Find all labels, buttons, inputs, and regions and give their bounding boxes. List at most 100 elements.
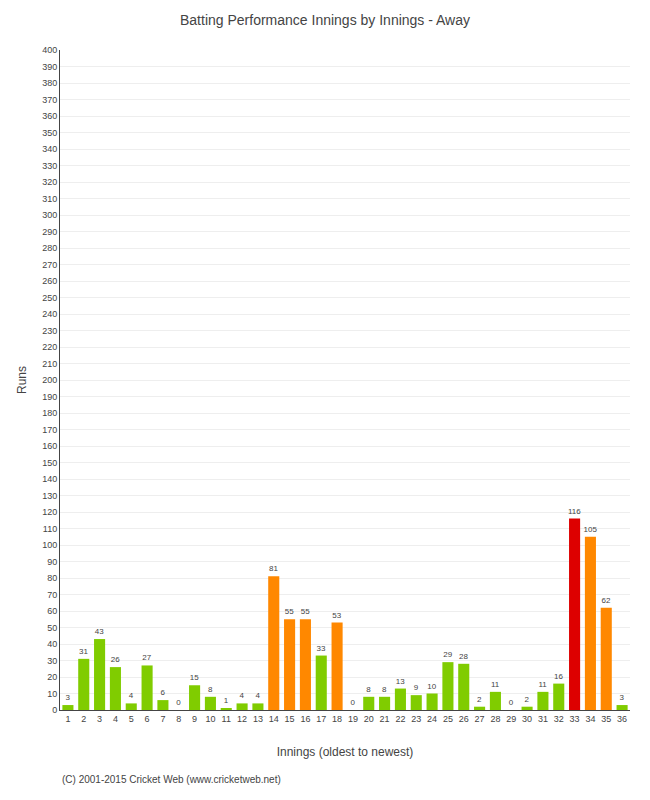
svg-text:31: 31 — [79, 647, 88, 656]
svg-text:6: 6 — [160, 688, 165, 697]
svg-text:22: 22 — [395, 714, 405, 724]
svg-text:2: 2 — [81, 714, 86, 724]
svg-text:390: 390 — [42, 62, 57, 72]
svg-text:130: 130 — [42, 491, 57, 501]
svg-text:33: 33 — [317, 644, 326, 653]
svg-text:260: 260 — [42, 276, 57, 286]
svg-text:25: 25 — [443, 714, 453, 724]
svg-text:270: 270 — [42, 260, 57, 270]
svg-text:11: 11 — [222, 714, 231, 724]
svg-text:180: 180 — [42, 408, 57, 418]
svg-text:370: 370 — [42, 95, 57, 105]
svg-text:190: 190 — [42, 392, 57, 402]
svg-text:200: 200 — [42, 375, 57, 385]
svg-text:4: 4 — [113, 714, 118, 724]
svg-text:250: 250 — [42, 293, 57, 303]
svg-text:23: 23 — [411, 714, 421, 724]
svg-text:20: 20 — [47, 672, 57, 682]
svg-text:8: 8 — [176, 714, 181, 724]
svg-text:0: 0 — [509, 698, 514, 707]
svg-text:0: 0 — [52, 705, 57, 715]
svg-text:16: 16 — [554, 672, 563, 681]
svg-text:55: 55 — [301, 607, 310, 616]
svg-text:10: 10 — [47, 689, 57, 699]
svg-text:240: 240 — [42, 309, 57, 319]
svg-text:3: 3 — [65, 693, 70, 702]
svg-text:5: 5 — [129, 714, 134, 724]
svg-text:110: 110 — [43, 524, 57, 534]
svg-text:11: 11 — [491, 680, 500, 689]
svg-text:10: 10 — [205, 714, 215, 724]
svg-text:330: 330 — [42, 161, 57, 171]
svg-text:36: 36 — [617, 714, 627, 724]
svg-text:30: 30 — [522, 714, 532, 724]
svg-text:26: 26 — [111, 655, 120, 664]
svg-text:(C) 2001-2015 Cricket Web (www: (C) 2001-2015 Cricket Web (www.cricketwe… — [62, 774, 281, 785]
svg-text:0: 0 — [350, 698, 355, 707]
svg-text:14: 14 — [269, 714, 279, 724]
svg-text:27: 27 — [475, 714, 485, 724]
svg-text:35: 35 — [601, 714, 611, 724]
svg-text:26: 26 — [459, 714, 469, 724]
svg-text:8: 8 — [208, 685, 213, 694]
svg-text:19: 19 — [348, 714, 358, 724]
svg-text:13: 13 — [396, 677, 405, 686]
svg-text:15: 15 — [190, 673, 199, 682]
svg-text:170: 170 — [42, 425, 57, 435]
svg-text:320: 320 — [42, 177, 57, 187]
svg-text:70: 70 — [47, 590, 57, 600]
svg-text:340: 340 — [42, 144, 57, 154]
svg-text:1: 1 — [65, 714, 70, 724]
svg-text:20: 20 — [364, 714, 374, 724]
svg-text:11: 11 — [538, 680, 547, 689]
svg-text:350: 350 — [42, 128, 57, 138]
svg-text:32: 32 — [554, 714, 564, 724]
svg-text:160: 160 — [42, 441, 57, 451]
svg-text:28: 28 — [490, 714, 500, 724]
svg-text:17: 17 — [316, 714, 326, 724]
svg-text:29: 29 — [506, 714, 516, 724]
svg-text:55: 55 — [285, 607, 294, 616]
svg-text:33: 33 — [570, 714, 580, 724]
svg-text:116: 116 — [568, 507, 581, 516]
svg-text:21: 21 — [380, 714, 390, 724]
svg-text:3: 3 — [97, 714, 102, 724]
svg-text:150: 150 — [42, 458, 57, 468]
svg-text:7: 7 — [160, 714, 165, 724]
svg-text:0: 0 — [176, 698, 181, 707]
svg-text:40: 40 — [47, 639, 57, 649]
svg-text:Innings (oldest to newest): Innings (oldest to newest) — [277, 745, 414, 759]
svg-text:24: 24 — [427, 714, 437, 724]
svg-text:9: 9 — [192, 714, 197, 724]
svg-text:13: 13 — [253, 714, 263, 724]
svg-text:310: 310 — [42, 194, 57, 204]
svg-text:Batting Performance Innings by: Batting Performance Innings by Innings -… — [180, 12, 470, 28]
svg-text:4: 4 — [240, 691, 245, 700]
svg-text:100: 100 — [42, 540, 57, 550]
svg-text:1: 1 — [224, 696, 229, 705]
svg-text:4: 4 — [255, 691, 260, 700]
svg-text:360: 360 — [42, 111, 57, 121]
svg-text:10: 10 — [427, 682, 436, 691]
svg-text:Runs: Runs — [15, 366, 29, 394]
svg-text:400: 400 — [42, 45, 57, 55]
svg-text:120: 120 — [42, 507, 57, 517]
svg-text:230: 230 — [42, 326, 57, 336]
svg-text:6: 6 — [145, 714, 150, 724]
svg-text:31: 31 — [538, 714, 548, 724]
svg-text:140: 140 — [42, 474, 57, 484]
svg-text:30: 30 — [47, 656, 57, 666]
svg-text:8: 8 — [366, 685, 371, 694]
svg-text:8: 8 — [382, 685, 387, 694]
svg-text:380: 380 — [42, 78, 57, 88]
svg-text:53: 53 — [332, 611, 341, 620]
svg-text:28: 28 — [459, 652, 468, 661]
svg-text:81: 81 — [269, 564, 278, 573]
svg-text:3: 3 — [620, 693, 625, 702]
svg-text:16: 16 — [300, 714, 310, 724]
svg-text:2: 2 — [477, 695, 482, 704]
svg-text:300: 300 — [42, 210, 57, 220]
svg-text:15: 15 — [285, 714, 295, 724]
svg-text:220: 220 — [42, 342, 57, 352]
svg-text:27: 27 — [142, 653, 151, 662]
